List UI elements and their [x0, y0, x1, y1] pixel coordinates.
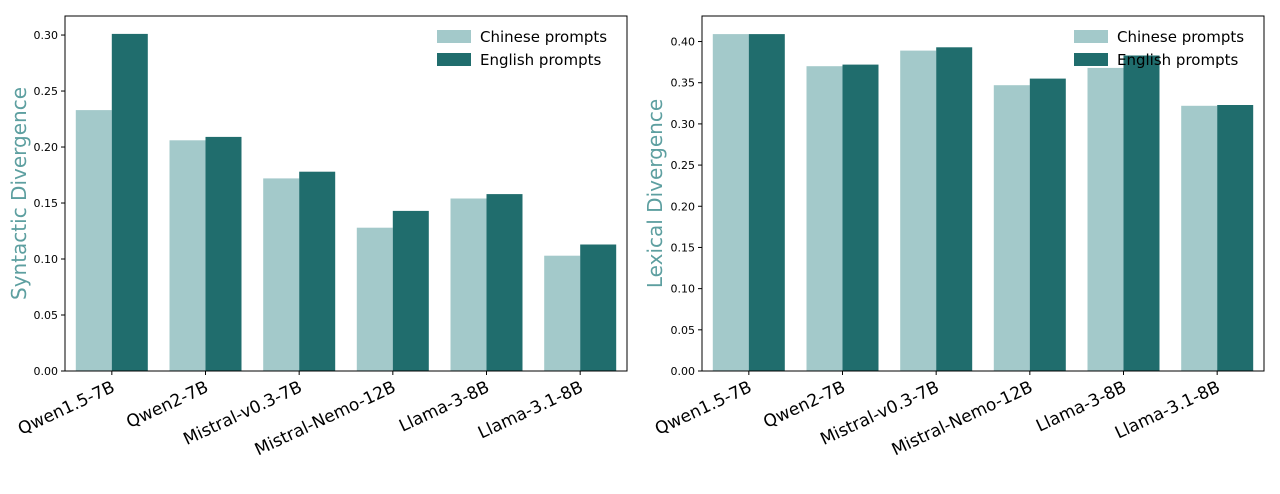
- y-tick-label: 0.10: [34, 253, 59, 266]
- legend-swatch-english: [437, 53, 471, 66]
- legend-label-chinese: Chinese prompts: [480, 28, 607, 46]
- english-bar-1: [111, 33, 148, 372]
- x-tick-label: Qwen1.5-7B: [15, 377, 118, 439]
- chinese-bar-2: [806, 66, 843, 371]
- legend-label-chinese: Chinese prompts: [1117, 28, 1244, 46]
- x-tick-label: Qwen1.5-7B: [652, 377, 755, 439]
- english-bar-2: [842, 64, 879, 371]
- y-tick-label: 0.25: [671, 159, 696, 172]
- chinese-bar-6: [1181, 105, 1218, 372]
- y-tick-label: 0.35: [671, 77, 696, 90]
- lexical-divergence-chart: 0.00 0.05 0.10 0.15 0.20 0.25 0.30 0.35 0.40 Qwen…: [643, 15, 1265, 460]
- chinese-bar-3: [900, 50, 937, 371]
- chinese-bar-1: [75, 110, 112, 371]
- y-tick-label: 0.05: [671, 324, 696, 337]
- legend-swatch-english: [1074, 53, 1108, 66]
- y-axis-title: Lexical Divergence: [643, 99, 667, 288]
- legend-label-english: English prompts: [1117, 51, 1238, 69]
- y-tick-label: 0.25: [34, 85, 59, 98]
- english-bar-1: [748, 34, 785, 371]
- y-tick-label: 0.30: [34, 29, 59, 42]
- chinese-bar-5: [450, 198, 487, 371]
- chinese-bar-3: [263, 178, 300, 371]
- y-tick-label: 0.30: [671, 118, 696, 131]
- english-bar-6: [580, 244, 617, 371]
- chinese-bar-1: [712, 34, 749, 371]
- english-bar-4: [392, 210, 429, 371]
- plot-frame: [701, 15, 1265, 372]
- y-tick-label: 0.15: [34, 197, 59, 210]
- y-tick-label: 0.00: [671, 365, 696, 378]
- plot-frame: [64, 15, 628, 372]
- chinese-bar-5: [1087, 67, 1124, 372]
- english-bar-3: [299, 171, 336, 371]
- chinese-bar-4: [993, 85, 1030, 371]
- english-bar-2: [205, 136, 242, 371]
- y-tick-label: 0.40: [671, 36, 696, 49]
- english-bar-5: [1123, 55, 1160, 371]
- english-bar-6: [1217, 105, 1254, 371]
- x-tick-label: Llama-3.1-8B: [1112, 377, 1223, 443]
- legend-label-english: English prompts: [480, 51, 601, 69]
- english-bar-5: [486, 194, 523, 371]
- chinese-bar-4: [356, 227, 393, 371]
- english-bar-3: [936, 47, 973, 372]
- chinese-bar-2: [169, 140, 206, 371]
- y-tick-label: 0.15: [671, 241, 696, 254]
- y-tick-label: 0.20: [671, 200, 696, 213]
- y-axis-title: Syntactic Divergence: [7, 87, 31, 300]
- chinese-bar-6: [544, 255, 581, 371]
- x-tick-label: Llama-3.1-8B: [475, 377, 586, 443]
- legend-swatch-chinese: [1074, 30, 1108, 43]
- y-tick-label: 0.00: [34, 365, 59, 378]
- y-tick-label: 0.10: [671, 283, 696, 296]
- legend-swatch-chinese: [437, 30, 471, 43]
- y-tick-label: 0.20: [34, 141, 59, 154]
- english-bar-4: [1029, 78, 1066, 371]
- y-tick-label: 0.05: [34, 309, 59, 322]
